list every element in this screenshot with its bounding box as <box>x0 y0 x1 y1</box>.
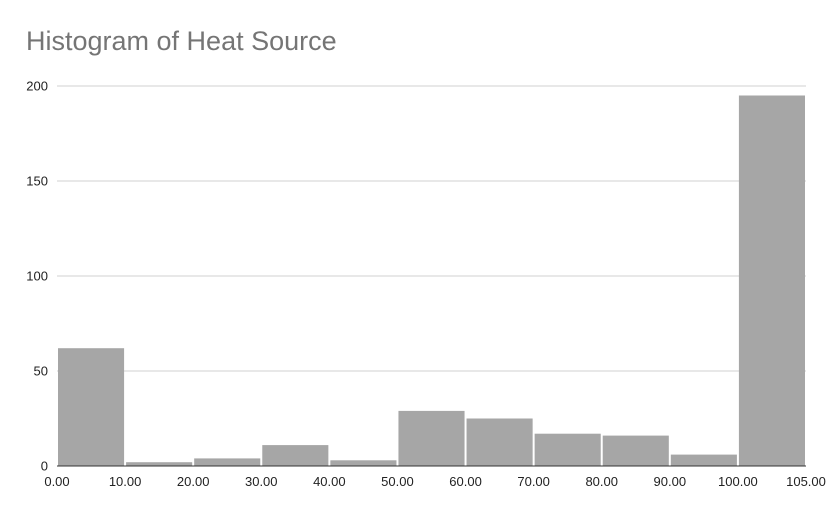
x-tick-label: 30.00 <box>245 474 278 489</box>
histogram-bar <box>330 460 397 466</box>
histogram-bar <box>126 462 193 466</box>
y-tick-label: 100 <box>26 269 48 284</box>
x-tick-label: 70.00 <box>517 474 550 489</box>
x-tick-label: 60.00 <box>449 474 482 489</box>
histogram-bar <box>58 348 125 466</box>
axes: 0 50 100 150 200 0.00 10.00 20.00 30.00 40.00 50.0… <box>26 79 826 490</box>
x-tick-label: 90.00 <box>654 474 687 489</box>
y-tick-label: 200 <box>26 79 48 94</box>
y-tick-label: 50 <box>34 364 48 379</box>
x-tick-label: 80.00 <box>585 474 618 489</box>
x-tick-label: 40.00 <box>313 474 346 489</box>
y-tick-label: 150 <box>26 174 48 189</box>
y-tick-label: 0 <box>41 459 48 474</box>
histogram-bar <box>602 435 669 466</box>
x-tick-label: 20.00 <box>177 474 210 489</box>
gridlines <box>57 85 806 372</box>
x-tick-label: 10.00 <box>109 474 142 489</box>
histogram-bar <box>534 433 601 466</box>
x-tick-label: 100.00 <box>718 474 758 489</box>
histogram-bar <box>738 95 805 466</box>
x-tick-label: 0.00 <box>44 474 69 489</box>
x-tick-label: 105.00 <box>786 474 826 489</box>
histogram-bar <box>398 410 465 466</box>
histogram-bar <box>262 445 329 466</box>
histogram-bar <box>194 458 261 466</box>
histogram-bar <box>670 454 737 466</box>
chart-title: Histogram of Heat Source <box>26 26 337 56</box>
x-tick-label: 50.00 <box>381 474 414 489</box>
bars <box>58 95 805 466</box>
histogram-bar <box>466 418 533 466</box>
